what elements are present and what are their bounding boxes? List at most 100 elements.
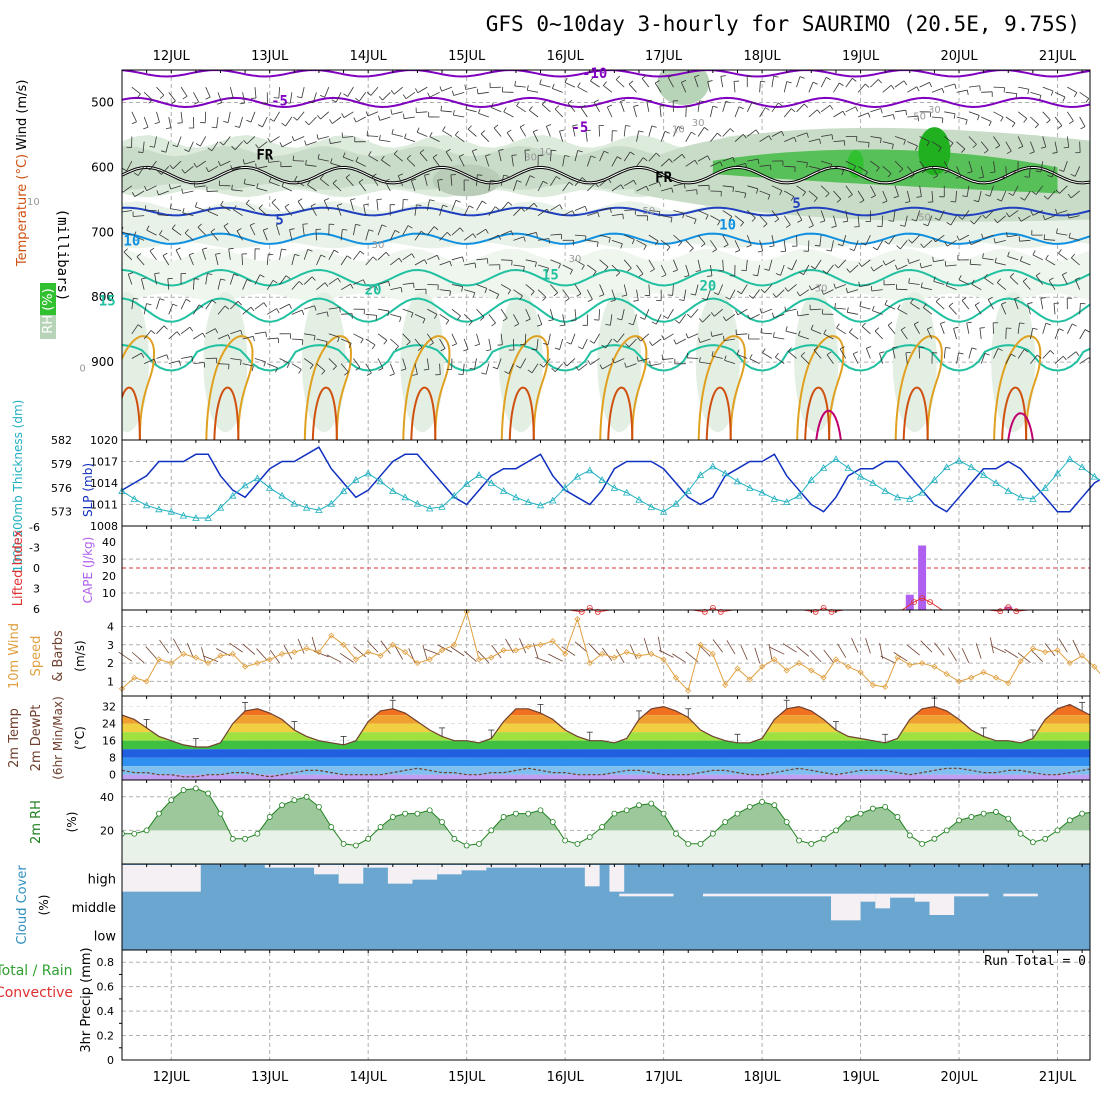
- wind-barb: [177, 332, 180, 336]
- wind-barb: [895, 110, 906, 112]
- wind-barb: [578, 87, 588, 92]
- wind-barb: [193, 92, 198, 102]
- wind-barb: [707, 276, 712, 277]
- rh-point: [1030, 840, 1035, 845]
- wind-barb: [758, 251, 763, 252]
- wind-barb: [367, 136, 378, 137]
- thickness-tick-label: 576: [51, 482, 72, 495]
- wind-barb: [980, 328, 981, 339]
- wind-barb: [119, 652, 132, 661]
- rh-point: [772, 803, 777, 808]
- wind-barb: [784, 109, 791, 117]
- wind-barb: [787, 82, 792, 83]
- pressure-tick-label: 700: [91, 225, 114, 239]
- x-tick-label-bottom: 21JUL: [1039, 1070, 1077, 1085]
- temperature-color-band: [122, 698, 1090, 707]
- rh-point: [390, 814, 395, 819]
- wind-barb: [468, 126, 471, 130]
- wind-barb: [633, 301, 638, 302]
- temperature-tick-label: 8: [109, 752, 116, 765]
- wind-barb: [773, 337, 784, 339]
- wind-barb: [930, 82, 932, 87]
- wind-barb: [1058, 249, 1061, 253]
- wind-barb: [465, 85, 466, 90]
- wind-barb: [875, 331, 883, 339]
- wind-barb: [132, 122, 137, 124]
- wind-barb: [240, 103, 245, 104]
- rh-point: [156, 811, 161, 816]
- wind-barb: [507, 133, 513, 142]
- wind-barb: [644, 638, 649, 653]
- wind-barb: [293, 161, 304, 162]
- wind-barb: [1005, 649, 1019, 657]
- wind-barb: [120, 207, 121, 212]
- wind-barb: [477, 334, 480, 345]
- wind-barb: [977, 115, 979, 120]
- wind-barb: [760, 309, 762, 314]
- wind-barb: [281, 249, 286, 250]
- wind-barb: [565, 83, 575, 88]
- rh-point: [686, 841, 691, 846]
- wind-barb: [478, 92, 489, 93]
- wind-barb: [1058, 253, 1067, 259]
- wind-barb: [282, 123, 286, 126]
- wind-barb: [957, 90, 968, 92]
- wind-barb: [529, 110, 538, 117]
- wind-barb: [865, 84, 869, 87]
- wind-barb: [490, 87, 501, 88]
- wind-barb: [860, 306, 871, 309]
- wind-barb: [969, 86, 980, 87]
- wind-barb: [377, 200, 378, 211]
- wind-barb: [620, 101, 624, 111]
- rh-point: [944, 828, 949, 833]
- wind-barb: [285, 204, 289, 207]
- wind-barb: [230, 87, 233, 98]
- wind-barb: [266, 332, 267, 337]
- x-tick-label-bottom: 15JUL: [448, 1070, 486, 1085]
- x-tick-label-top: 12JUL: [153, 49, 191, 64]
- wind-barb: [756, 130, 759, 134]
- wind-barb: [492, 323, 496, 326]
- wind-barb: [403, 95, 406, 99]
- wind-barb: [190, 327, 193, 331]
- wind-barb: [132, 112, 137, 122]
- wind-barb: [809, 82, 813, 92]
- wind-barb: [868, 113, 870, 118]
- wind-barb: [967, 90, 968, 95]
- wind-barb: [441, 106, 442, 111]
- wind-barb: [258, 125, 262, 127]
- wind-barb: [888, 322, 892, 325]
- wind-barb: [847, 312, 858, 314]
- wind-barb: [650, 364, 661, 366]
- wind-barb: [839, 83, 843, 86]
- rh-point: [464, 843, 469, 848]
- wind-barb: [821, 105, 830, 111]
- wind-barb: [967, 323, 969, 334]
- wind-barb: [246, 120, 251, 122]
- pressure-tick-label: 500: [91, 95, 114, 109]
- rh-point: [907, 833, 912, 838]
- cloud-clear-span: [486, 865, 584, 868]
- rh-tick-label: 40: [100, 791, 114, 804]
- wind-barb: [206, 87, 210, 97]
- wind-barb: [739, 107, 744, 109]
- wind-barb: [639, 131, 644, 132]
- wind-barb: [169, 92, 176, 101]
- wind-barb: [464, 339, 468, 349]
- rh-contour-label: 50: [913, 111, 926, 122]
- wind-barb: [173, 639, 181, 653]
- cloud-clear-span: [314, 865, 339, 874]
- wind-barb: [478, 109, 480, 114]
- rh-point: [821, 836, 826, 841]
- wind-barb: [858, 113, 868, 117]
- rh-point: [378, 825, 383, 830]
- wind-barb: [942, 88, 944, 93]
- x-tick-label-bottom: 12JUL: [153, 1070, 191, 1085]
- wind-barb: [741, 645, 747, 660]
- wind-barb: [540, 79, 541, 84]
- wind-barb: [630, 644, 636, 659]
- wind-barb: [535, 657, 550, 662]
- wind-barb: [527, 90, 538, 92]
